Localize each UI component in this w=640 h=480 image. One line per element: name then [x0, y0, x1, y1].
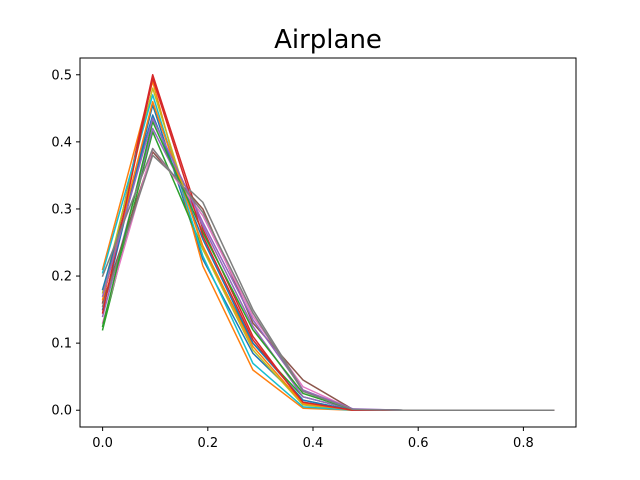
series-line-7 — [101, 147, 555, 411]
x-tick-label: 0.0 — [92, 436, 113, 451]
series-line-13 — [101, 120, 555, 411]
y-tick-label: 0.2 — [51, 270, 72, 285]
series-line-4 — [101, 74, 555, 411]
x-axis: 0.0 0.2 0.4 0.6 0.8 — [92, 427, 534, 451]
axes-frame — [79, 57, 577, 428]
x-tick-label: 0.4 — [303, 436, 324, 451]
y-tick-label: 0.0 — [51, 404, 72, 419]
x-tick-label: 0.2 — [197, 436, 218, 451]
series-line-6 — [101, 151, 555, 411]
x-tick-label: 0.8 — [513, 436, 534, 451]
series-line-8 — [101, 154, 555, 411]
y-tick-label: 0.3 — [51, 202, 72, 217]
y-axis: 0.0 0.1 0.2 0.3 0.4 0.5 — [51, 68, 80, 419]
series-layer — [101, 74, 555, 411]
y-tick-label: 0.4 — [51, 135, 72, 150]
series-line-3 — [101, 131, 555, 411]
series-line-9 — [101, 87, 555, 411]
series-line-16 — [101, 147, 555, 411]
chart-title: Airplane — [274, 25, 382, 55]
y-tick-label: 0.1 — [51, 337, 72, 352]
y-tick-label: 0.5 — [51, 68, 72, 83]
x-tick-label: 0.6 — [408, 436, 429, 451]
